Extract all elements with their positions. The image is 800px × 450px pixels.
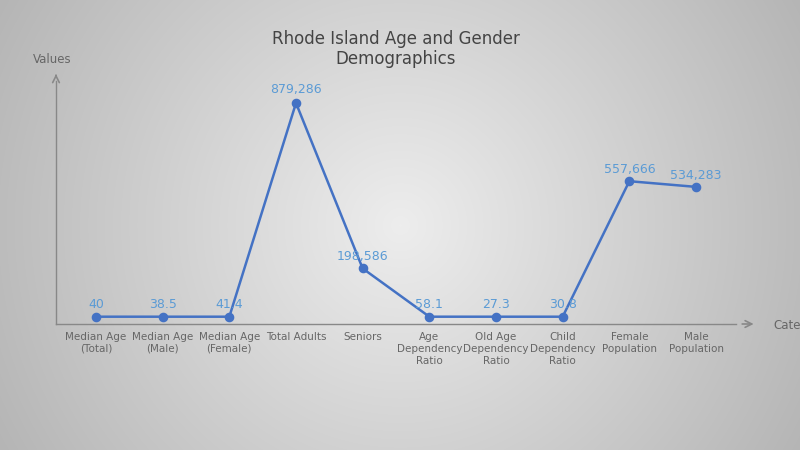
Text: 41.4: 41.4 bbox=[215, 298, 243, 311]
Text: 27.3: 27.3 bbox=[482, 298, 510, 311]
Text: 58.1: 58.1 bbox=[415, 298, 443, 311]
Text: Values: Values bbox=[34, 54, 72, 67]
Point bbox=[690, 183, 702, 190]
Text: 30.8: 30.8 bbox=[549, 298, 577, 311]
Text: 534,283: 534,283 bbox=[670, 169, 722, 181]
Point bbox=[623, 178, 636, 185]
Text: 879,286: 879,286 bbox=[270, 83, 322, 96]
Point bbox=[490, 313, 502, 320]
Point bbox=[556, 313, 569, 320]
Point bbox=[290, 99, 302, 107]
Title: Rhode Island Age and Gender
Demographics: Rhode Island Age and Gender Demographics bbox=[272, 30, 520, 68]
Text: 38.5: 38.5 bbox=[149, 298, 177, 311]
Text: 557,666: 557,666 bbox=[603, 163, 655, 176]
Point bbox=[90, 313, 102, 320]
Text: 40: 40 bbox=[88, 298, 104, 311]
Point bbox=[423, 313, 436, 320]
Text: 198,586: 198,586 bbox=[337, 250, 389, 263]
Point bbox=[223, 313, 236, 320]
Point bbox=[356, 265, 369, 272]
Text: Categories: Categories bbox=[774, 319, 800, 332]
Point bbox=[156, 313, 169, 320]
